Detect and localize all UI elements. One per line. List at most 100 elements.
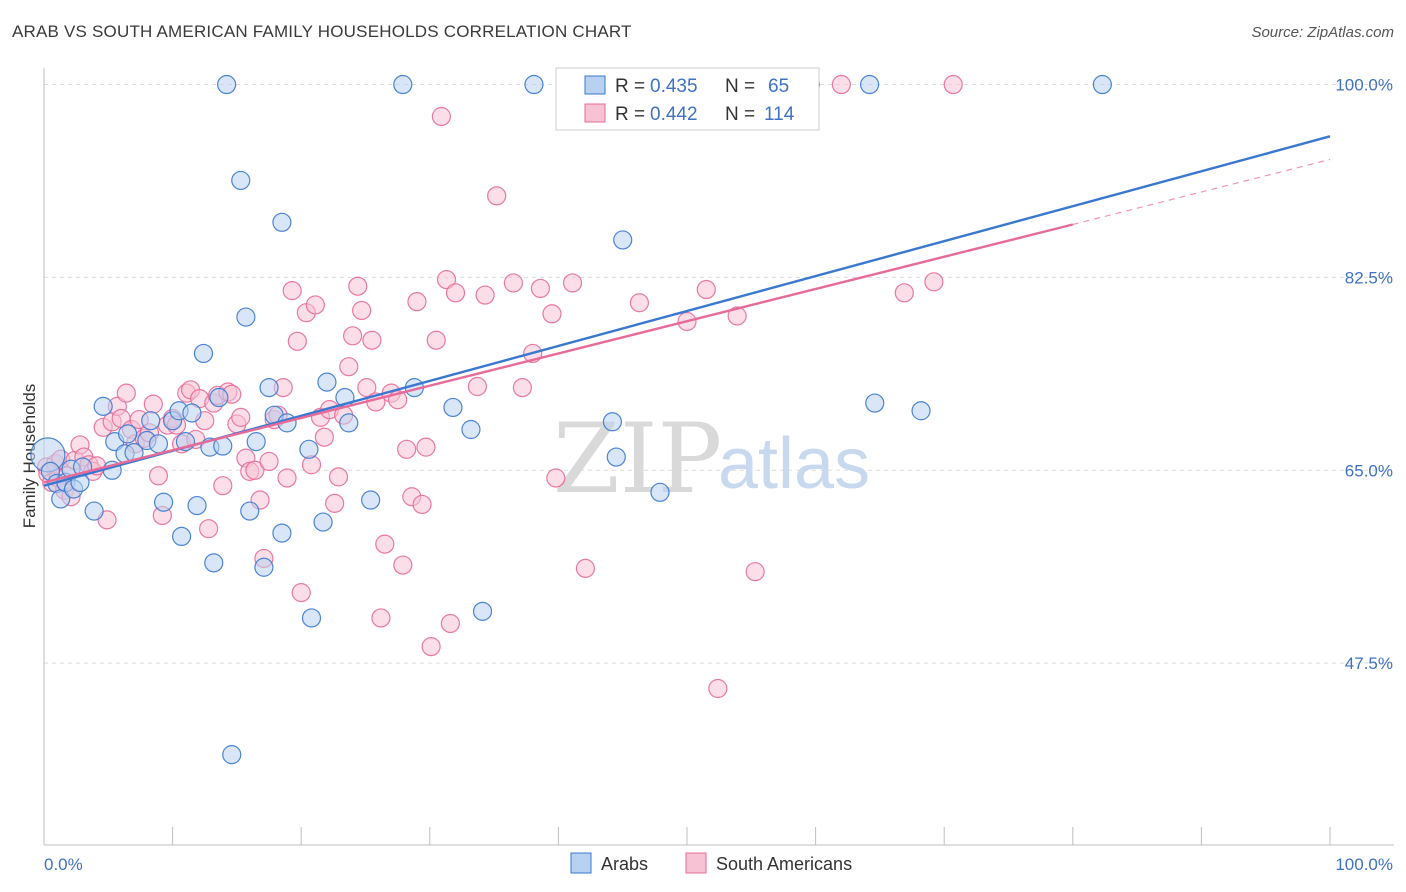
data-point [467,376,487,397]
data-point [407,292,427,312]
data-point [361,490,381,510]
data-point [148,466,169,486]
data-point [393,555,413,575]
data-point [299,439,319,459]
data-point [153,492,174,512]
data-point [339,413,359,433]
data-point [562,273,583,293]
data-point [182,403,202,423]
data-point [362,330,382,350]
data-point [606,447,626,467]
data-point [546,468,566,488]
data-point [231,170,251,191]
trend-lines [43,135,1331,487]
x-axis-ticks [172,827,1331,845]
legend-arabs-n-label: N = [725,76,755,97]
source-label: Source: ZipAtlas.com [1251,24,1394,41]
data-point [530,278,550,299]
data-point [650,482,670,502]
data-point [487,186,507,206]
data-point [343,326,363,346]
correlation-legend: R = 0.435 N = 65 R = 0.442 N = 114 [555,67,820,131]
data-point [416,437,436,457]
data-point [943,74,963,95]
data-point [575,558,596,578]
data-point [141,411,161,431]
y-axis-label: Family Households [20,384,39,529]
data-point [894,283,914,303]
data-point [231,407,251,427]
data-point [259,451,279,472]
data-point [246,432,266,452]
data-point [328,467,349,487]
y-tick-label: 65.0% [1345,461,1393,480]
data-point [84,501,104,521]
data-point [291,583,311,603]
data-point [314,427,334,447]
data-point [348,276,368,296]
data-point [325,493,345,513]
data-point [357,378,377,398]
data-point [461,419,481,440]
legend-south-americans-n-label: N = [725,104,755,125]
data-point [287,331,307,351]
chart-title: ARAB VS SOUTH AMERICAN FAMILY HOUSEHOLDS… [12,22,632,41]
data-point [472,601,493,621]
data-point [143,394,163,414]
data-point [924,272,944,292]
bottom-legend-arabs: Arabs [601,854,648,874]
trend-line-south-americans-extension [1072,158,1331,226]
data-point [512,378,532,398]
data-point [727,306,747,326]
data-point [436,270,457,290]
data-point [93,396,113,416]
data-point [213,476,233,496]
legend-south-americans-r-label: R = [615,104,645,125]
legend-swatch-arabs [584,75,606,95]
data-point [301,608,322,628]
data-point [865,393,885,413]
data-point [445,283,466,303]
trend-line-south-americans [43,223,1074,484]
data-point [911,401,931,421]
data-point [313,512,333,532]
data-point [204,553,224,573]
data-point [148,434,169,454]
data-point [696,279,716,300]
watermark-zip: ZIP [553,403,722,515]
data-point [440,613,460,634]
data-point [172,526,192,547]
data-point [222,745,242,765]
series-south-americans-points [36,74,963,699]
data-point [282,281,302,301]
y-tick-label: 47.5% [1345,654,1393,673]
data-point [831,74,851,95]
legend-south-americans-n-value: 114 [764,104,795,125]
data-point [254,557,274,577]
data-point [236,307,256,327]
data-point [272,523,292,543]
data-point [397,439,417,459]
legend-arabs-r-value: 0.435 [650,76,698,97]
data-point [443,397,463,418]
watermark-atlas: atlas [718,424,870,504]
data-point [245,460,265,480]
series-legend: Arabs South Americans [570,852,852,874]
data-point [272,212,292,232]
data-point [475,285,495,305]
x-tick-label-max: 100.0% [1335,855,1393,874]
bottom-legend-swatch-arabs [570,852,592,874]
data-point [187,495,207,516]
data-point [629,293,650,313]
data-point [412,494,432,515]
data-point [259,378,279,398]
bottom-legend-south-americans: South Americans [716,854,852,874]
y-tick-label: 82.5% [1345,268,1393,287]
data-point [1092,74,1112,95]
legend-south-americans-r-value: 0.442 [650,104,698,125]
data-point [352,300,372,321]
data-point [209,387,229,408]
bottom-legend-swatch-south-americans [685,852,707,874]
gridlines [44,84,1394,664]
